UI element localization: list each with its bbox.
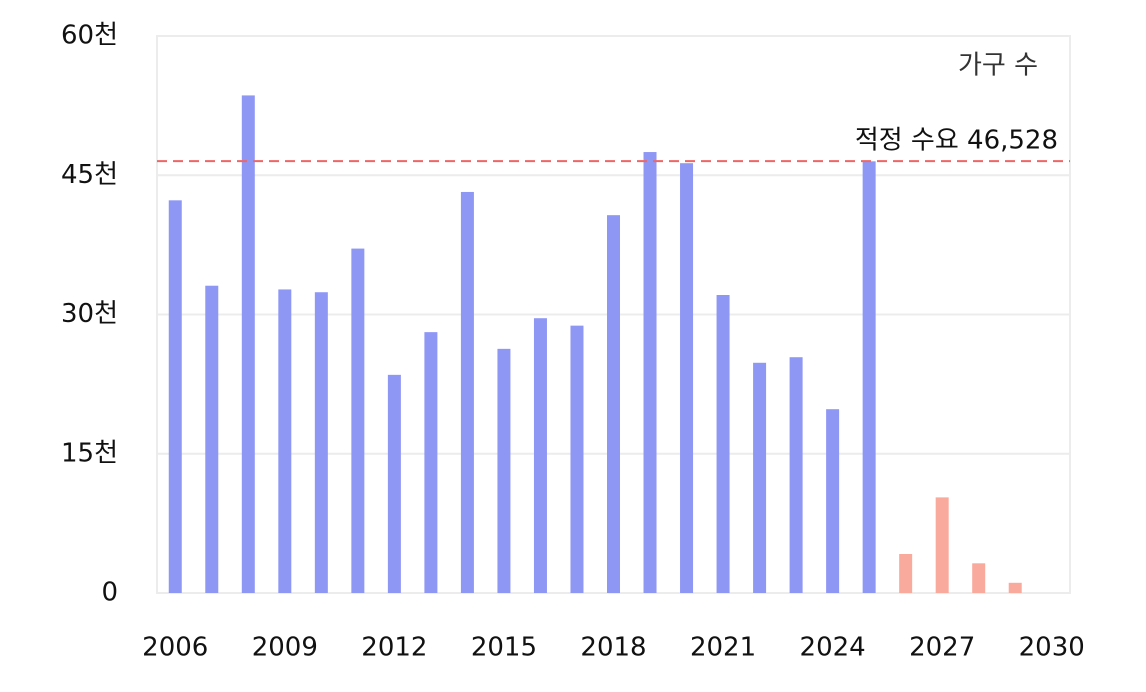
x-tick-label: 2030 (1019, 633, 1085, 663)
bar (899, 554, 913, 593)
bar (643, 152, 657, 593)
bar (1008, 582, 1022, 593)
bar (351, 248, 365, 594)
bar (205, 285, 219, 593)
bar (387, 374, 401, 593)
y-tick-label: 15천 (61, 438, 118, 468)
y-tick-label: 45천 (61, 160, 118, 190)
bar (716, 295, 730, 593)
bar (241, 95, 255, 593)
bar (972, 563, 986, 593)
bar (753, 362, 767, 593)
bar (497, 348, 511, 593)
y-tick-label: 0 (101, 578, 118, 608)
x-tick-label: 2015 (471, 633, 537, 663)
bar (789, 357, 803, 593)
bar (460, 191, 474, 593)
bar (424, 332, 438, 593)
bar (278, 289, 292, 593)
x-tick-label: 2006 (142, 633, 208, 663)
x-tick-label: 2027 (909, 633, 975, 663)
bar (570, 325, 584, 593)
bar (680, 163, 694, 593)
bar (533, 318, 547, 593)
y-tick-label: 30천 (61, 299, 118, 329)
bar (168, 200, 182, 593)
bar (862, 161, 876, 593)
y-tick-label: 60천 (61, 21, 118, 51)
bar (935, 497, 949, 593)
bar (314, 292, 328, 593)
bar (826, 409, 840, 593)
x-tick-label: 2024 (800, 633, 866, 663)
annotation: 가구 수 (958, 51, 1038, 81)
x-tick-label: 2009 (252, 633, 318, 663)
x-tick-label: 2012 (361, 633, 427, 663)
x-tick-label: 2018 (580, 633, 646, 663)
bar (607, 215, 620, 593)
x-tick-label: 2021 (690, 633, 756, 663)
reference-label: 적정 수요 46,528 (855, 126, 1058, 156)
